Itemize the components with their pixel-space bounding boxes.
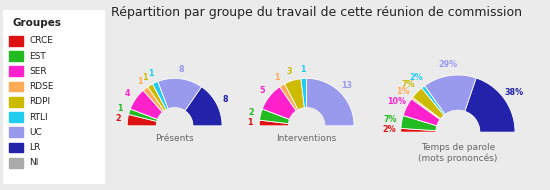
Text: 4: 4: [125, 89, 130, 98]
Text: 3: 3: [287, 67, 293, 76]
Polygon shape: [412, 88, 444, 119]
Text: LR: LR: [29, 143, 41, 152]
Polygon shape: [301, 78, 307, 108]
FancyBboxPatch shape: [9, 66, 23, 76]
Polygon shape: [262, 87, 296, 120]
Polygon shape: [422, 86, 446, 115]
Text: 2%: 2%: [409, 73, 423, 82]
Text: 2: 2: [249, 108, 254, 117]
Text: Temps de parole
(mots prononcés): Temps de parole (mots prononcés): [418, 142, 498, 162]
Text: 8: 8: [222, 95, 228, 104]
Text: 13: 13: [342, 81, 353, 90]
FancyBboxPatch shape: [9, 36, 23, 46]
Text: 2: 2: [116, 115, 121, 124]
Polygon shape: [425, 75, 476, 115]
Text: 1%: 1%: [396, 87, 410, 96]
Polygon shape: [157, 108, 192, 126]
FancyBboxPatch shape: [9, 158, 23, 168]
Text: 1: 1: [300, 65, 306, 74]
FancyBboxPatch shape: [9, 82, 23, 91]
Polygon shape: [130, 90, 163, 120]
Polygon shape: [259, 120, 289, 126]
Text: Groupes: Groupes: [13, 18, 62, 28]
FancyBboxPatch shape: [9, 142, 23, 152]
Polygon shape: [127, 115, 157, 126]
Text: 7%: 7%: [384, 115, 397, 124]
FancyBboxPatch shape: [9, 97, 23, 107]
Polygon shape: [403, 99, 440, 126]
Polygon shape: [279, 84, 298, 111]
Polygon shape: [185, 87, 222, 126]
Polygon shape: [152, 82, 168, 110]
Text: RDSE: RDSE: [29, 82, 54, 91]
Text: EST: EST: [29, 52, 46, 61]
Polygon shape: [127, 127, 222, 150]
Text: 1: 1: [137, 77, 142, 86]
Text: 29%: 29%: [438, 60, 458, 69]
Polygon shape: [401, 133, 515, 161]
Text: 1: 1: [148, 69, 154, 78]
Text: 2%: 2%: [383, 125, 396, 134]
Text: Répartition par groupe du travail de cette réunion de commission: Répartition par groupe du travail de cet…: [111, 6, 522, 19]
Text: 1: 1: [118, 104, 123, 113]
Text: SER: SER: [29, 67, 47, 76]
Polygon shape: [147, 84, 166, 111]
Polygon shape: [158, 78, 202, 111]
Polygon shape: [436, 110, 480, 132]
Text: 7%: 7%: [402, 80, 415, 89]
Text: CRCE: CRCE: [29, 36, 53, 45]
Text: 8: 8: [179, 65, 184, 74]
Text: 1: 1: [274, 73, 280, 82]
Polygon shape: [465, 78, 515, 132]
Text: 5: 5: [259, 86, 265, 95]
Polygon shape: [401, 116, 437, 131]
Polygon shape: [260, 109, 290, 124]
Text: NI: NI: [29, 158, 38, 167]
Text: 1: 1: [142, 73, 148, 82]
Text: 38%: 38%: [504, 88, 523, 97]
Polygon shape: [401, 128, 436, 132]
Text: 1: 1: [247, 118, 252, 127]
Polygon shape: [259, 127, 354, 150]
FancyBboxPatch shape: [9, 112, 23, 122]
Text: Interventions: Interventions: [277, 135, 337, 143]
Text: Présents: Présents: [155, 135, 194, 143]
Text: RDPI: RDPI: [29, 97, 51, 106]
Polygon shape: [143, 87, 164, 112]
FancyBboxPatch shape: [9, 51, 23, 61]
Polygon shape: [129, 109, 158, 122]
Polygon shape: [289, 108, 324, 126]
Polygon shape: [284, 79, 305, 110]
FancyBboxPatch shape: [9, 127, 23, 137]
Text: 10%: 10%: [387, 97, 406, 106]
Polygon shape: [411, 97, 441, 120]
Text: RTLI: RTLI: [29, 112, 48, 121]
Polygon shape: [307, 78, 354, 126]
Text: UC: UC: [29, 128, 42, 137]
